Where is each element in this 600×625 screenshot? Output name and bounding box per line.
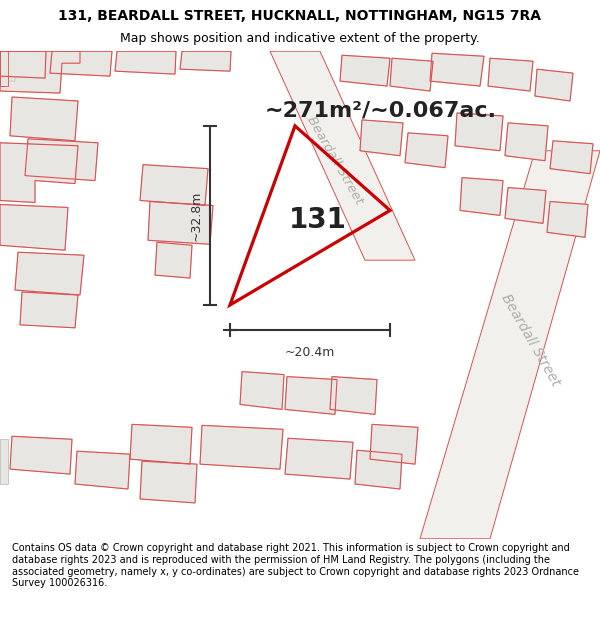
Polygon shape <box>550 141 593 174</box>
Polygon shape <box>140 164 208 206</box>
Polygon shape <box>15 253 84 295</box>
Polygon shape <box>0 204 68 250</box>
Text: Beardall Street: Beardall Street <box>498 291 562 388</box>
Text: 131, BEARDALL STREET, HUCKNALL, NOTTINGHAM, NG15 7RA: 131, BEARDALL STREET, HUCKNALL, NOTTINGH… <box>59 9 542 23</box>
Polygon shape <box>0 51 46 78</box>
Polygon shape <box>455 113 503 151</box>
Polygon shape <box>25 139 98 181</box>
Polygon shape <box>355 450 402 489</box>
Polygon shape <box>505 123 548 161</box>
Polygon shape <box>505 188 546 223</box>
Polygon shape <box>370 424 418 464</box>
Polygon shape <box>20 292 78 328</box>
Text: ~20.4m: ~20.4m <box>285 346 335 359</box>
Polygon shape <box>0 142 78 202</box>
Polygon shape <box>488 58 533 91</box>
Polygon shape <box>75 451 130 489</box>
Polygon shape <box>390 58 433 91</box>
Polygon shape <box>0 51 8 86</box>
Polygon shape <box>140 461 197 503</box>
Polygon shape <box>420 151 600 539</box>
Polygon shape <box>10 97 78 141</box>
Polygon shape <box>10 436 72 474</box>
Text: ~32.8m: ~32.8m <box>190 190 203 241</box>
Polygon shape <box>270 51 415 260</box>
Polygon shape <box>50 51 112 76</box>
Text: Contains OS data © Crown copyright and database right 2021. This information is : Contains OS data © Crown copyright and d… <box>12 544 579 588</box>
Polygon shape <box>285 377 337 414</box>
Polygon shape <box>240 372 284 409</box>
Polygon shape <box>535 69 573 101</box>
Polygon shape <box>285 438 353 479</box>
Polygon shape <box>155 242 192 278</box>
Polygon shape <box>148 201 213 244</box>
Polygon shape <box>200 426 283 469</box>
Text: Map shows position and indicative extent of the property.: Map shows position and indicative extent… <box>120 32 480 45</box>
Polygon shape <box>330 377 377 414</box>
Polygon shape <box>340 55 390 86</box>
Polygon shape <box>115 51 176 74</box>
Polygon shape <box>180 51 231 71</box>
Polygon shape <box>547 201 588 238</box>
Text: 131: 131 <box>289 206 347 234</box>
Text: Beardall Street: Beardall Street <box>304 114 365 207</box>
Polygon shape <box>460 177 503 216</box>
Polygon shape <box>0 439 8 484</box>
Polygon shape <box>0 51 80 93</box>
Polygon shape <box>360 120 403 156</box>
Text: ~271m²/~0.067ac.: ~271m²/~0.067ac. <box>265 101 497 121</box>
Polygon shape <box>430 53 484 86</box>
Polygon shape <box>0 51 16 81</box>
Polygon shape <box>405 133 448 168</box>
Polygon shape <box>130 424 192 464</box>
